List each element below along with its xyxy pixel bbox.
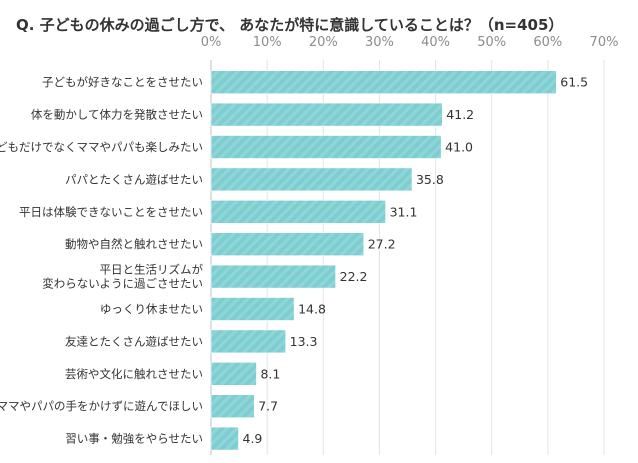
data-label: 22.2 (340, 269, 368, 284)
x-tick-label: 40% (421, 35, 450, 50)
bar (210, 102, 443, 127)
category-label: 子どもだけでなくママやパパも楽しみたい (0, 140, 203, 154)
category-label: 動物や自然と触れさせたい (65, 237, 203, 251)
x-tick-label: 0% (201, 35, 222, 50)
data-label: 14.8 (298, 302, 326, 317)
chart-title: Q. 子どもの休みの過ごし方で、 あなたが特に意識していることは？（n=405） (16, 16, 564, 34)
x-tick-label: 60% (533, 35, 562, 50)
bar (210, 232, 365, 256)
category-label: ゆっくり休ませたい (100, 302, 203, 316)
category-label: パパとたくさん遊ばせたい (65, 172, 203, 186)
x-tick-label: 20% (309, 35, 338, 50)
bar (210, 70, 557, 94)
bar (210, 297, 295, 321)
data-label: 8.1 (260, 366, 280, 381)
category-label: 習い事・勉強をやらせたい (65, 432, 203, 446)
x-tick-label: 30% (365, 35, 394, 50)
bar (210, 361, 257, 386)
bar (210, 135, 442, 159)
data-label: 4.9 (243, 431, 263, 446)
data-label: 7.7 (258, 399, 278, 414)
category-label: 子どもが好きなことをさせたい (42, 75, 203, 89)
data-label: 41.0 (445, 140, 473, 155)
bar (210, 264, 336, 289)
category-label: 芸術や文化に触れさせたい (65, 367, 203, 381)
x-tick-label: 50% (477, 35, 506, 50)
data-label: 61.5 (560, 75, 588, 90)
category-label: 平日と生活リズムが (100, 263, 204, 277)
x-tick-label: 10% (253, 35, 282, 50)
data-label: 31.1 (390, 204, 418, 219)
bar (210, 329, 286, 354)
data-label: 13.3 (290, 334, 318, 349)
x-tick-label: 70% (590, 35, 619, 50)
data-label: 41.2 (446, 107, 474, 122)
bar (210, 200, 386, 224)
bar (210, 426, 239, 451)
category-label: 友達とたくさん遊ばせたい (65, 334, 203, 348)
category-label: ママやパパの手をかけずに遊んでほしい (0, 399, 203, 413)
data-label: 35.8 (416, 172, 444, 187)
category-label: 平日は体験できないことをさせたい (19, 205, 203, 219)
data-label: 27.2 (368, 237, 396, 252)
bar (210, 394, 255, 419)
bar (210, 167, 413, 192)
category-label: 体を動かして体力を発散させたい (31, 108, 203, 122)
category-label: 変わらないように過ごさせたい (42, 277, 203, 291)
